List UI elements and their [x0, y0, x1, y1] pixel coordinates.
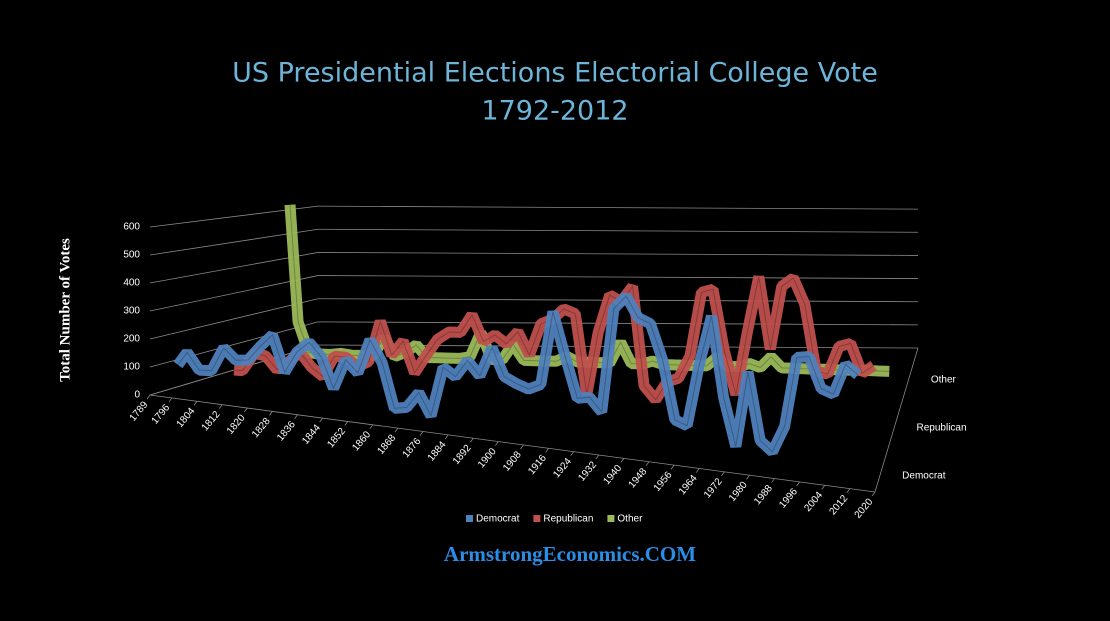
- legend-label: Republican: [543, 514, 593, 525]
- grid-line: [317, 321, 919, 326]
- x-tick: [695, 468, 700, 473]
- ribbon-edge: [177, 295, 859, 453]
- x-tick: [846, 488, 851, 493]
- x-tick-label: 1852: [325, 426, 348, 450]
- x-tick-label: 1868: [376, 432, 399, 456]
- x-tick-label: 1876: [401, 436, 424, 460]
- x-tick: [595, 454, 600, 460]
- y-tick-label: 300: [123, 306, 140, 317]
- x-tick-label: 1908: [501, 449, 524, 473]
- x-tick: [520, 444, 524, 450]
- x-tick-label: 1900: [476, 446, 499, 470]
- legend-swatch: [533, 515, 541, 522]
- x-tick: [243, 407, 248, 413]
- x-tick-label: 1932: [576, 459, 599, 483]
- y-tick-label: 600: [123, 222, 140, 233]
- x-tick-label: 1996: [777, 486, 800, 510]
- y-axis-label: Total Number of Votes: [57, 238, 73, 382]
- x-tick: [570, 451, 575, 456]
- footer: ArmstrongEconomics.COM: [444, 542, 696, 566]
- x-tick: [344, 421, 349, 426]
- depth-label: Republican: [917, 423, 967, 434]
- x-tick-label: 1884: [426, 439, 449, 463]
- y-tick-label: 200: [123, 334, 140, 345]
- ribbon: [173, 292, 862, 456]
- x-tick: [620, 458, 625, 463]
- x-tick-label: 1988: [752, 483, 775, 507]
- x-tick: [871, 491, 876, 497]
- x-tick-label: 1820: [225, 412, 248, 436]
- legend-label: Other: [617, 514, 643, 525]
- axis-line: [149, 394, 876, 493]
- x-tick-label: 1916: [526, 453, 549, 477]
- x-tick: [545, 448, 549, 453]
- chart-title: US Presidential Elections Electorial Col…: [232, 58, 878, 89]
- x-tick-label: 1980: [727, 479, 750, 503]
- x-tick: [168, 397, 173, 403]
- legend-label: Democrat: [476, 514, 520, 525]
- y-tick-label: 0: [134, 390, 140, 401]
- y-tick-label: 400: [123, 278, 140, 289]
- x-tick: [721, 471, 725, 477]
- x-tick: [821, 485, 826, 490]
- x-tick-label: 1789: [128, 399, 151, 423]
- x-tick-label: 1924: [551, 456, 574, 480]
- x-tick: [146, 394, 151, 400]
- y-tick-label: 500: [123, 250, 140, 261]
- x-tick: [269, 411, 273, 416]
- axis-line: [874, 347, 919, 493]
- grid-line: [317, 205, 919, 210]
- x-tick-label: 1892: [451, 442, 474, 466]
- grid-line: [317, 252, 919, 256]
- x-tick-label: 1956: [652, 469, 675, 493]
- x-tick-label: 1796: [150, 402, 173, 426]
- x-tick-label: 1972: [702, 476, 725, 500]
- x-tick: [746, 474, 750, 480]
- legend-swatch: [466, 515, 473, 522]
- x-tick-label: 2004: [802, 490, 825, 514]
- x-tick: [419, 431, 424, 436]
- y-tick-label: 100: [123, 362, 140, 373]
- x-tick: [796, 481, 800, 487]
- chart-subtitle: 1792-2012: [481, 96, 628, 127]
- depth-label: Democrat: [902, 471, 946, 482]
- x-tick: [771, 478, 775, 483]
- x-tick-label: 2012: [827, 493, 850, 517]
- x-tick: [495, 441, 499, 446]
- x-tick-label: 1828: [250, 416, 273, 440]
- x-tick: [645, 461, 650, 467]
- x-tick: [319, 417, 323, 423]
- x-tick: [218, 404, 223, 409]
- x-tick: [469, 438, 474, 443]
- x-tick: [444, 434, 449, 440]
- x-tick-label: 1836: [275, 419, 298, 443]
- x-tick: [294, 414, 298, 419]
- x-tick: [193, 401, 198, 406]
- grid-line: [149, 298, 319, 340]
- x-tick: [369, 424, 374, 430]
- x-tick-label: 1804: [175, 406, 198, 430]
- x-tick-label: 1860: [350, 429, 373, 453]
- x-tick-label: 1812: [200, 409, 223, 433]
- depth-label: Other: [931, 375, 957, 386]
- x-tick: [394, 427, 399, 433]
- x-tick-label: 1948: [627, 466, 650, 490]
- legend-swatch: [607, 515, 615, 522]
- x-tick-label: 1844: [300, 422, 323, 446]
- x-tick-label: 1964: [677, 473, 700, 497]
- x-tick: [670, 464, 675, 470]
- grid-line: [317, 275, 919, 279]
- x-tick-label: 2020: [853, 496, 876, 520]
- x-tick-label: 1940: [602, 463, 625, 487]
- grid-line: [317, 228, 919, 233]
